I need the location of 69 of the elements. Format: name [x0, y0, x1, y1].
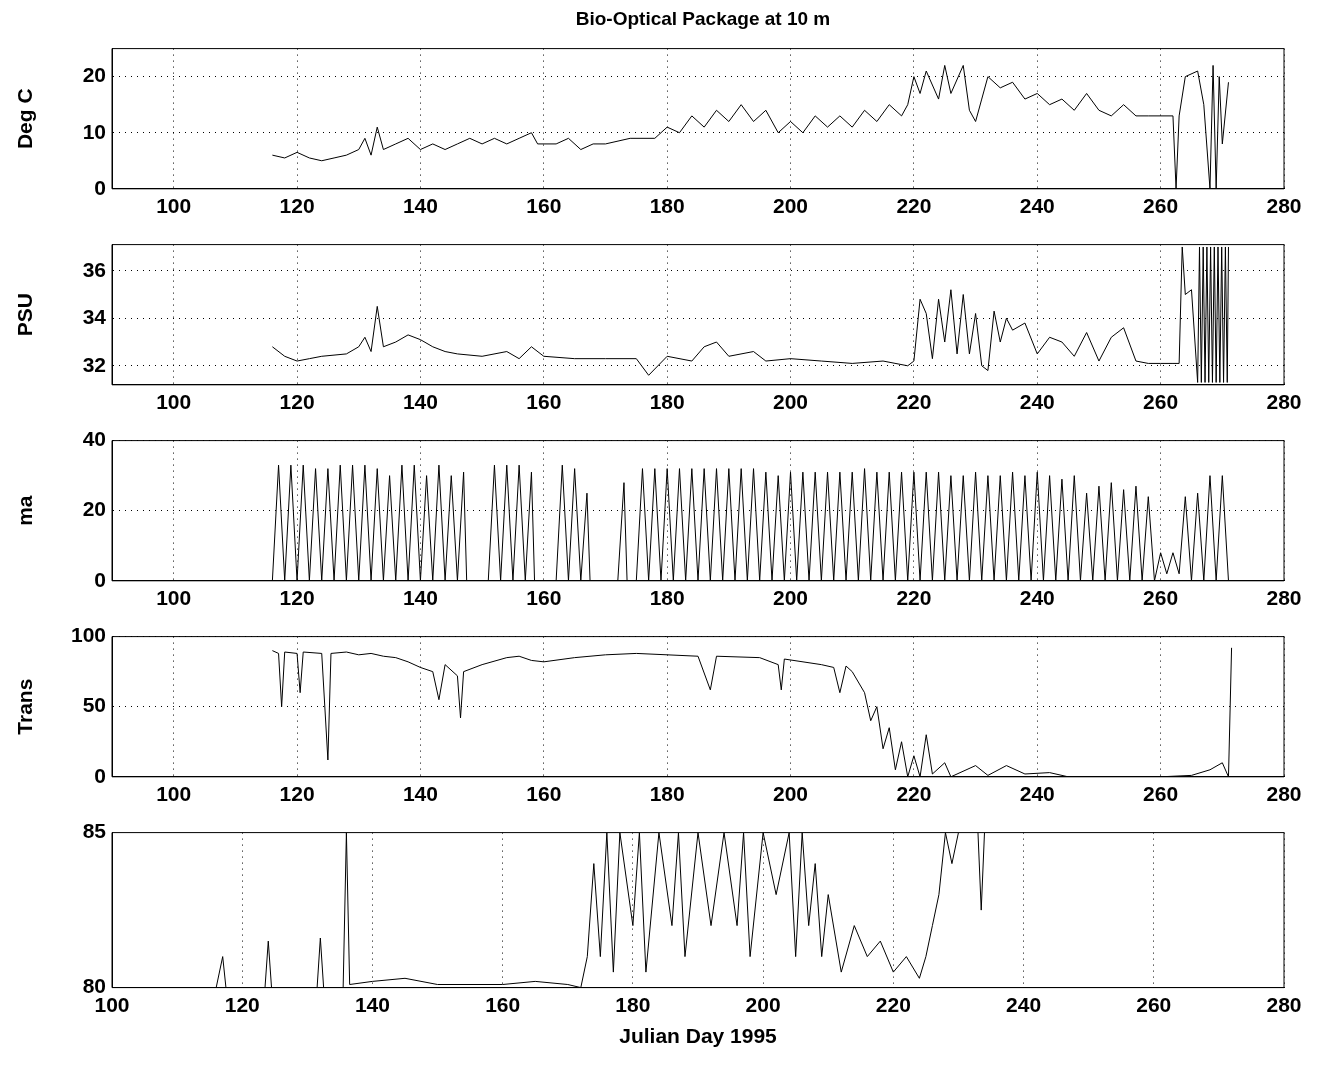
x-tick-label: 280: [1266, 194, 1302, 218]
x-tick-label: 220: [896, 390, 932, 414]
x-tick-label: 280: [1266, 586, 1302, 610]
x-axis-title: Julian Day 1995: [619, 1024, 778, 1048]
x-tick-label: 200: [773, 390, 809, 414]
y-tick-label: 20: [82, 497, 106, 521]
x-tick-label: 220: [896, 194, 932, 218]
x-tick-label: 160: [526, 194, 562, 218]
x-tick-label: 120: [279, 586, 315, 610]
chart-title: Bio-Optical Package at 10 m: [574, 8, 832, 30]
y-tick-label: 100: [70, 623, 106, 647]
x-tick-label: 140: [354, 993, 390, 1016]
x-tick-label: 200: [773, 194, 809, 218]
x-tick-label: 240: [1019, 586, 1055, 610]
x-tick-label: 160: [526, 782, 562, 806]
y-tick-label: 0: [94, 567, 106, 591]
x-tick-label: 100: [156, 194, 192, 218]
x-tick-label: 200: [773, 782, 809, 806]
y-axis-title: Deg C: [13, 88, 37, 150]
x-tick-label: 200: [745, 993, 781, 1016]
x-tick-label: 160: [526, 390, 562, 414]
x-tick-label: 180: [649, 782, 685, 806]
x-tick-label: 100: [156, 586, 192, 610]
x-tick-label: 280: [1266, 390, 1302, 414]
x-tick-label: 160: [485, 993, 521, 1016]
y-tick-label: 40: [82, 427, 106, 451]
x-tick-label: 140: [402, 782, 438, 806]
x-tick-label: 140: [402, 390, 438, 414]
x-tick-label: 240: [1019, 782, 1055, 806]
y-tick-label: 32: [82, 352, 106, 376]
y-axis-title: Trans: [13, 678, 37, 735]
x-tick-label: 240: [1019, 390, 1055, 414]
x-tick-label: 120: [279, 390, 315, 414]
x-tick-label: 260: [1143, 782, 1179, 806]
x-tick-label: 180: [649, 390, 685, 414]
y-tick-label: 34: [82, 305, 107, 329]
x-tick-label: 220: [896, 782, 932, 806]
x-tick-label: 260: [1143, 586, 1179, 610]
x-tick-label: 240: [1019, 194, 1055, 218]
x-tick-label: 260: [1143, 390, 1179, 414]
y-axis-title: PSU: [13, 293, 37, 337]
x-tick-label: 100: [156, 390, 192, 414]
y-tick-label: 0: [94, 763, 106, 787]
x-tick-label: 260: [1143, 194, 1179, 218]
y-tick-label: 20: [82, 63, 106, 87]
x-tick-label: 100: [156, 782, 192, 806]
x-tick-label: 180: [649, 194, 685, 218]
y-tick-label: 10: [82, 119, 106, 143]
y-tick-label: 0: [94, 175, 106, 199]
x-tick-label: 280: [1266, 782, 1302, 806]
x-tick-label: 120: [224, 993, 260, 1016]
y-tick-label: 36: [82, 257, 106, 281]
x-tick-label: 280: [1266, 993, 1302, 1016]
y-tick-label: 80: [82, 974, 106, 998]
x-tick-label: 240: [1006, 993, 1042, 1016]
x-tick-label: 200: [773, 586, 809, 610]
x-tick-label: 140: [402, 586, 438, 610]
x-tick-label: 120: [279, 782, 315, 806]
x-tick-label: 220: [896, 586, 932, 610]
x-tick-label: 160: [526, 586, 562, 610]
y-tick-label: 50: [82, 693, 106, 717]
x-tick-label: 180: [615, 993, 651, 1016]
x-tick-label: 220: [875, 993, 911, 1016]
x-tick-label: 180: [649, 586, 685, 610]
x-tick-label: 140: [402, 194, 438, 218]
x-tick-label: 120: [279, 194, 315, 218]
x-tick-label: 260: [1136, 993, 1172, 1016]
y-axis-title: ma: [13, 495, 37, 526]
y-tick-label: 85: [82, 819, 107, 843]
